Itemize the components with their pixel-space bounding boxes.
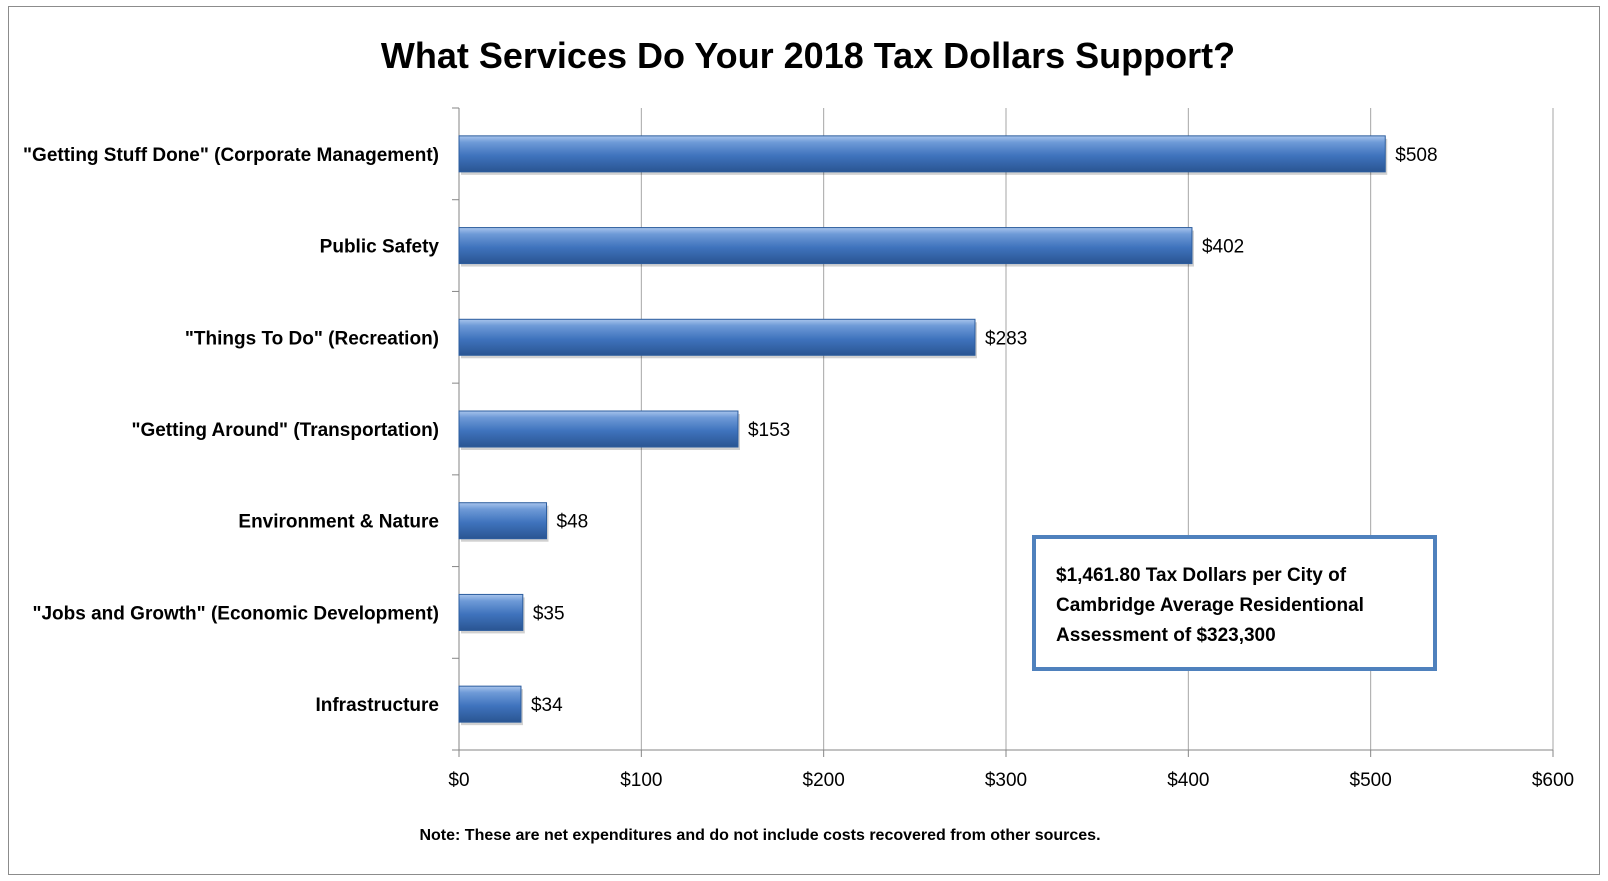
y-category-label: "Things To Do" (Recreation): [185, 328, 439, 349]
chart-note: Note: These are net expenditures and do …: [419, 827, 1100, 844]
y-category-label: Environment & Nature: [238, 512, 439, 533]
x-tick-label: $600: [1532, 770, 1574, 791]
chart-title: What Services Do Your 2018 Tax Dollars S…: [381, 35, 1235, 76]
bar-value-label: $402: [1202, 237, 1244, 258]
bar: [458, 318, 976, 356]
bar-value-label: $153: [748, 420, 790, 441]
x-tick-label: $100: [620, 770, 662, 791]
y-category-label: Infrastructure: [315, 695, 439, 716]
bar: [458, 227, 1193, 265]
bar-value-label: $35: [533, 603, 565, 624]
bar-value-label: $283: [985, 328, 1027, 349]
y-category-label: "Getting Stuff Done" (Corporate Manageme…: [23, 145, 439, 166]
grid-layer: [640, 108, 1554, 750]
y-category-label: "Getting Around" (Transportation): [131, 420, 439, 441]
bar: [458, 502, 548, 540]
bar: [458, 685, 522, 723]
x-tick-label: $0: [448, 770, 469, 791]
label-layer: "Getting Stuff Done" (Corporate Manageme…: [23, 145, 1438, 716]
x-tick-label: $400: [1167, 770, 1209, 791]
bar: [458, 135, 1386, 173]
bar: [458, 593, 524, 631]
x-tick-label: $500: [1350, 770, 1392, 791]
bar-value-label: $34: [531, 695, 563, 716]
total-callout-box: $1,461.80 Tax Dollars per City of Cambri…: [1032, 535, 1437, 671]
total-callout-text: $1,461.80 Tax Dollars per City of Cambri…: [1056, 565, 1364, 646]
x-tick-label: $200: [803, 770, 845, 791]
bar-value-label: $48: [557, 512, 589, 533]
bar-layer: [458, 135, 1388, 726]
y-category-label: "Jobs and Growth" (Economic Development): [32, 603, 439, 624]
bar-value-label: $508: [1395, 145, 1437, 166]
x-tick-label: $300: [985, 770, 1027, 791]
y-category-label: Public Safety: [320, 237, 440, 258]
bar: [458, 410, 739, 448]
